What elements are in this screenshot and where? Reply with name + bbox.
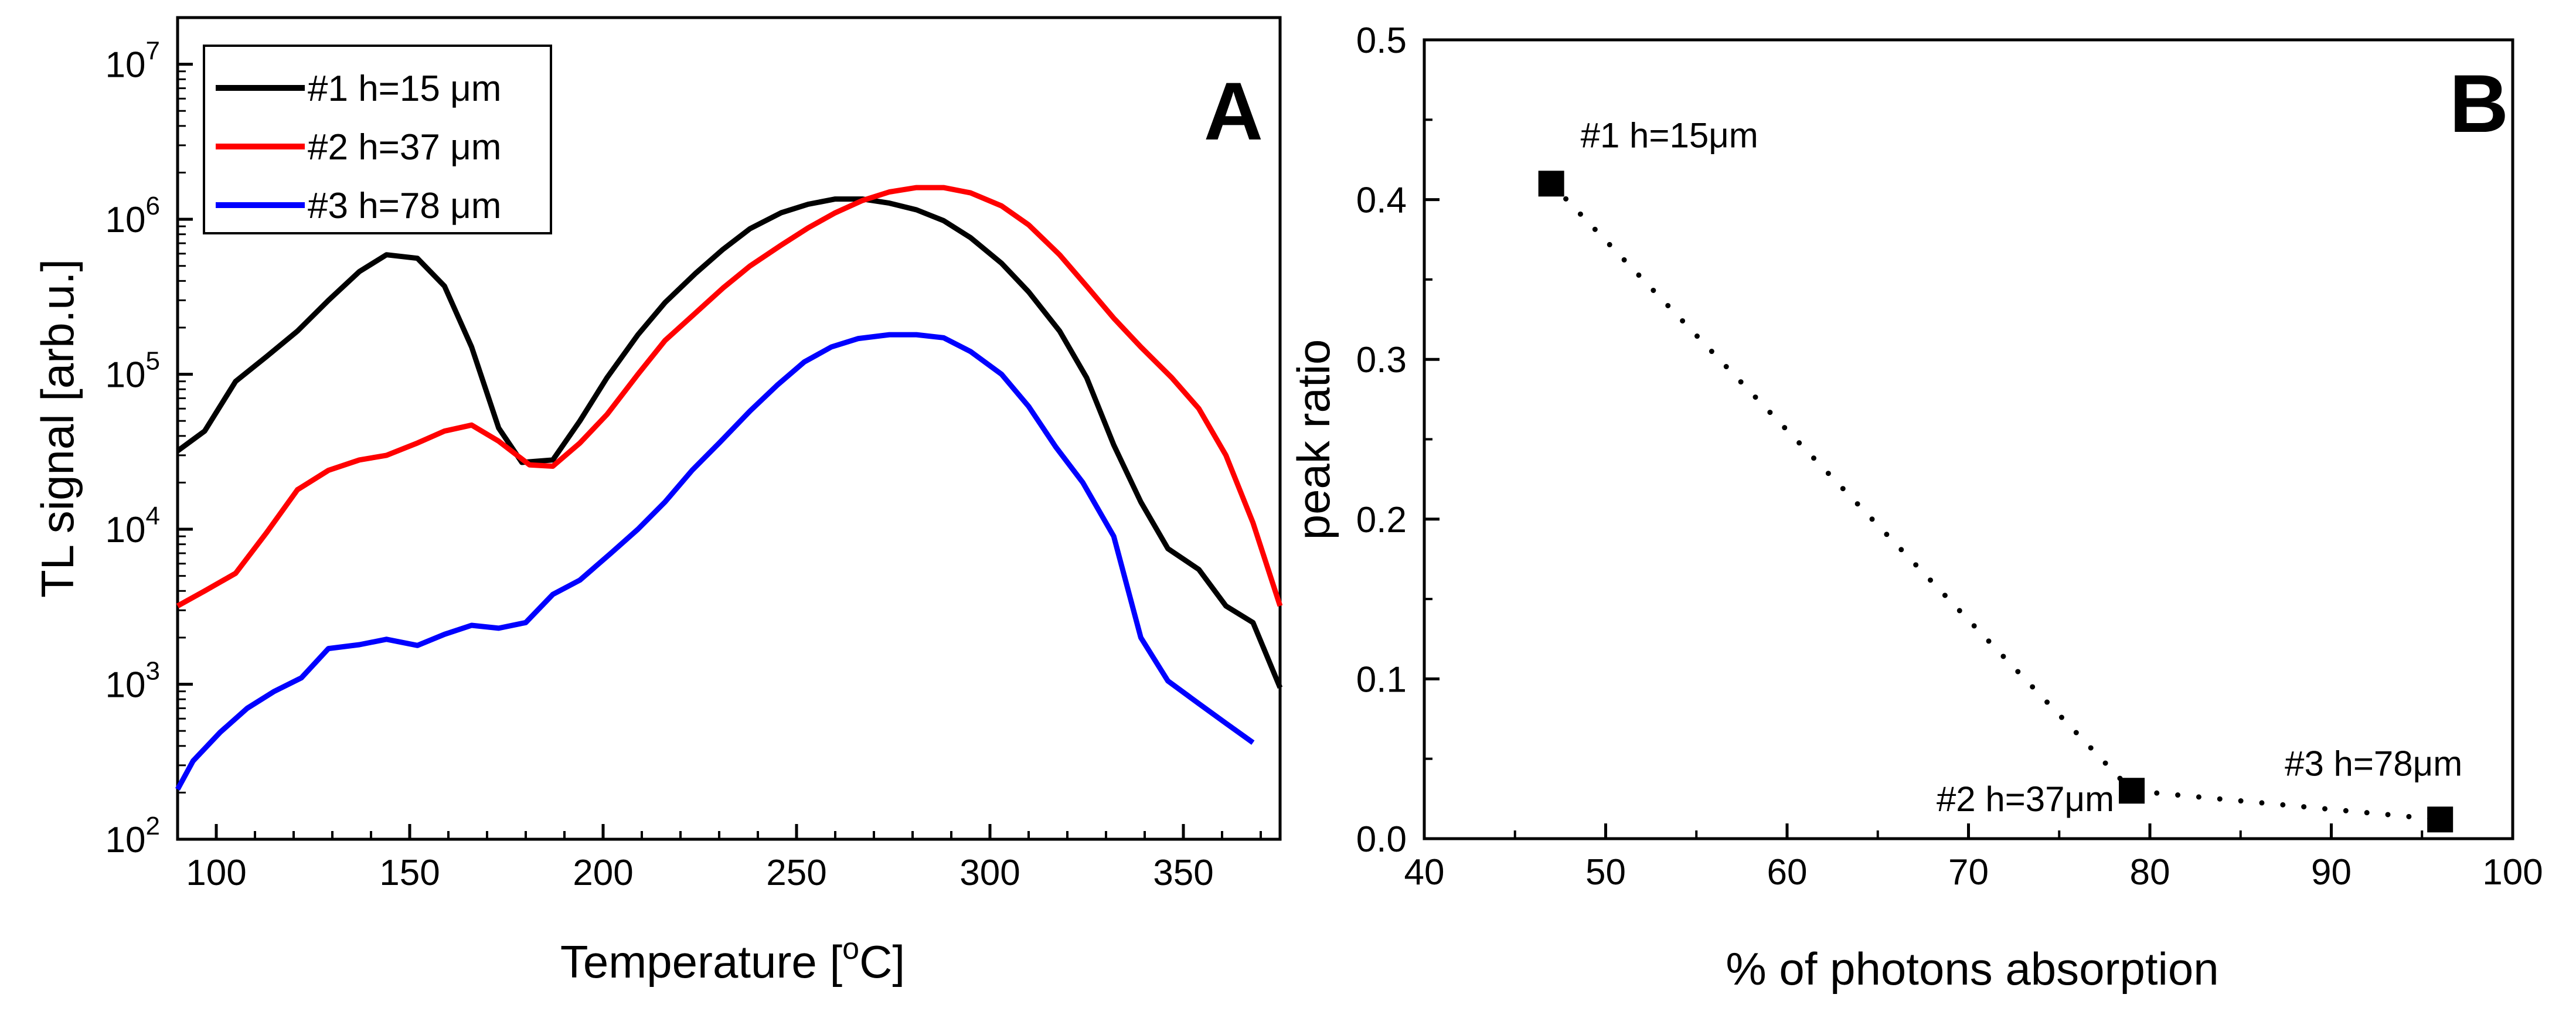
panel-b-points: #1 h=15μm #2 h=37μm #3 h=78μm — [1538, 115, 2462, 833]
x-tick-label: 250 — [766, 853, 826, 893]
y-tick-label: 107 — [106, 37, 160, 86]
x-tick-label: 90 — [2311, 852, 2352, 893]
panel-b: 40 50 60 70 80 90 100 0.0 0.1 0.2 0.3 0.4 0.5 #1 h=… — [1288, 21, 2543, 995]
panel-b-letter: B — [2449, 57, 2509, 149]
panel-a-letter: A — [1204, 65, 1263, 157]
panel-b-y-axis-title: peak ratio — [1288, 339, 1339, 540]
panel-a-legend: #1 h=15 μm #2 h=37 μm #3 h=78 μm — [203, 45, 552, 234]
series-line-2 — [176, 185, 1283, 608]
y-tick-label: 0.5 — [1356, 21, 1407, 61]
y-tick-label: 104 — [106, 502, 160, 550]
legend-box — [203, 45, 552, 234]
x-tick-label: 100 — [2482, 852, 2543, 893]
y-tick-label: 0.1 — [1356, 659, 1407, 700]
y-tick-label: 105 — [106, 347, 160, 396]
y-tick-label: 106 — [106, 192, 160, 240]
x-tick-label: 200 — [573, 853, 633, 893]
y-tick-label: 0.0 — [1356, 819, 1407, 860]
x-tick-label: 60 — [1767, 852, 1808, 893]
legend-label-2: #2 h=37 μm — [308, 127, 501, 168]
panel-b-x-ticks: 40 50 60 70 80 90 100 — [1404, 823, 2543, 893]
x-tick-label: 300 — [959, 853, 1020, 893]
panel-a-x-ticks: 100 150 200 250 300 350 — [186, 824, 1262, 893]
y-tick-label: 0.4 — [1356, 181, 1407, 221]
panel-b-x-axis-title: % of photons absorption — [1726, 943, 2218, 995]
y-tick-label: 103 — [106, 657, 160, 706]
panel-b-y-ticks: 0.0 0.1 0.2 0.3 0.4 0.5 — [1356, 21, 1440, 860]
panel-a-series-layer — [175, 185, 1283, 791]
panel-b-dotted-connector — [1549, 181, 2443, 822]
x-tick-label: 100 — [186, 853, 246, 893]
y-tick-label: 0.2 — [1356, 500, 1407, 540]
data-point-3 — [2427, 806, 2454, 833]
legend-label-1: #1 h=15 μm — [308, 69, 501, 109]
x-tick-label: 70 — [1948, 852, 1989, 893]
panel-a-y-ticks: 102 103 104 105 106 107 — [106, 16, 193, 860]
y-tick-label: 102 — [106, 812, 160, 860]
x-tick-label: 40 — [1404, 852, 1445, 893]
point-label-2: #2 h=37μm — [1937, 779, 2114, 819]
panel-a-plot-frame — [176, 16, 1282, 841]
y-tick-label: 0.3 — [1356, 340, 1407, 380]
series-line-3 — [175, 332, 1255, 791]
data-point-1 — [1538, 171, 1564, 197]
x-tick-label: 350 — [1153, 853, 1213, 893]
x-tick-label: 80 — [2130, 852, 2170, 893]
data-point-2 — [2119, 778, 2145, 804]
panel-a-x-axis-title: Temperature [oC] — [560, 932, 905, 988]
point-label-3: #3 h=78μm — [2285, 744, 2462, 783]
x-tick-label: 150 — [379, 853, 440, 893]
x-tick-label: 50 — [1585, 852, 1626, 893]
panel-b-plot-frame — [1423, 38, 2514, 840]
panel-a-y-axis-title: TL signal [arb.u.] — [32, 259, 83, 598]
legend-label-3: #3 h=78 μm — [308, 186, 501, 226]
series-line-1 — [176, 196, 1283, 689]
point-label-1: #1 h=15μm — [1581, 115, 1758, 155]
